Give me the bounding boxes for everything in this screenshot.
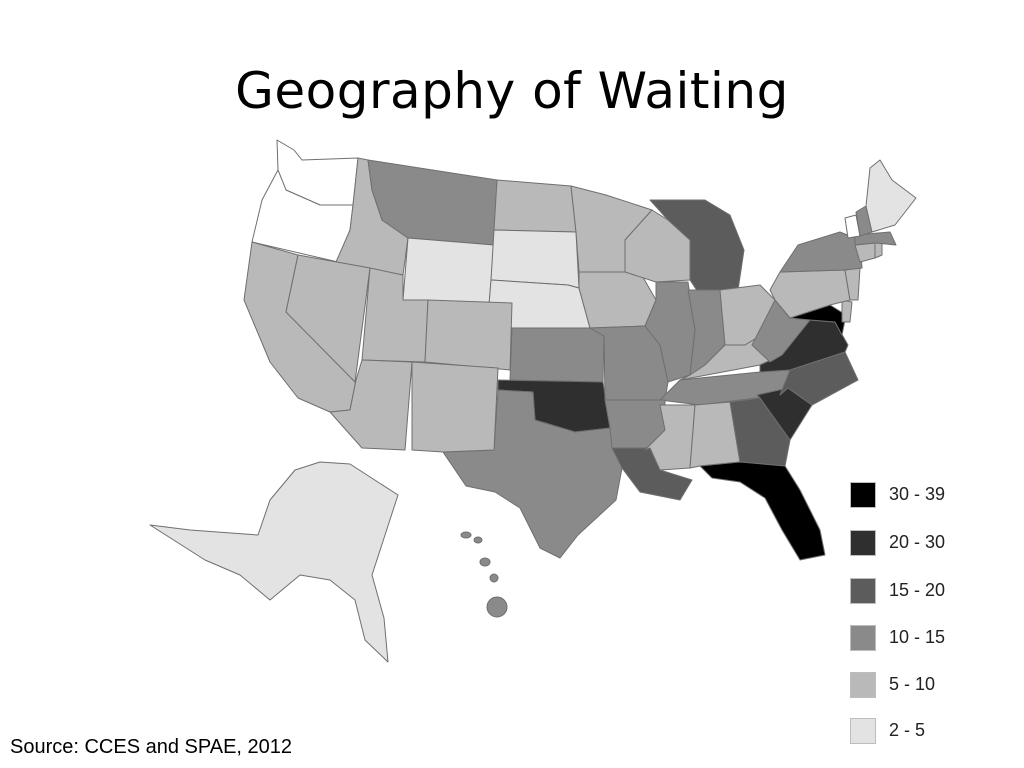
- legend-swatch: [850, 672, 876, 698]
- legend-label: 30 - 39: [889, 484, 946, 504]
- state-nv: [285, 254, 371, 383]
- legend-swatch: [850, 578, 876, 604]
- legend-swatch: [850, 482, 876, 508]
- state-ia: [578, 271, 657, 329]
- state-ma: [854, 231, 897, 246]
- legend-item: 20 - 30: [850, 530, 970, 556]
- legend-label: 15 - 20: [889, 580, 946, 600]
- state-de: [841, 299, 853, 323]
- legend-item: 30 - 39: [850, 482, 970, 508]
- state-sd: [490, 229, 580, 289]
- page-title: Geography of Waiting: [235, 62, 789, 120]
- legend-item: 10 - 15: [850, 625, 970, 651]
- legend-label: 20 - 30: [889, 532, 946, 552]
- legend-swatch: [850, 718, 876, 744]
- legend-item: 15 - 20: [850, 578, 970, 604]
- state-nm: [411, 361, 499, 453]
- state-az: [329, 359, 413, 451]
- legend-swatch: [850, 625, 876, 651]
- state-me: [865, 159, 917, 233]
- state-hi: [460, 531, 508, 618]
- state-ak: [149, 461, 399, 663]
- state-fl: [699, 461, 826, 561]
- state-ri: [874, 242, 883, 259]
- legend-label: 10 - 15: [889, 627, 946, 647]
- legend-item: 2 - 5: [850, 718, 970, 744]
- state-tx: [442, 389, 623, 559]
- state-ks: [509, 327, 605, 383]
- source-note: Source: CCES and SPAE, 2012: [10, 736, 293, 758]
- state-wy: [402, 237, 495, 306]
- legend-swatch: [850, 530, 876, 556]
- state-co: [424, 299, 513, 371]
- legend-label: 5 - 10: [889, 674, 936, 694]
- legend-item: 5 - 10: [850, 672, 970, 698]
- state-nd: [493, 179, 577, 233]
- state-ga: [729, 397, 791, 467]
- legend-label: 2 - 5: [889, 720, 926, 740]
